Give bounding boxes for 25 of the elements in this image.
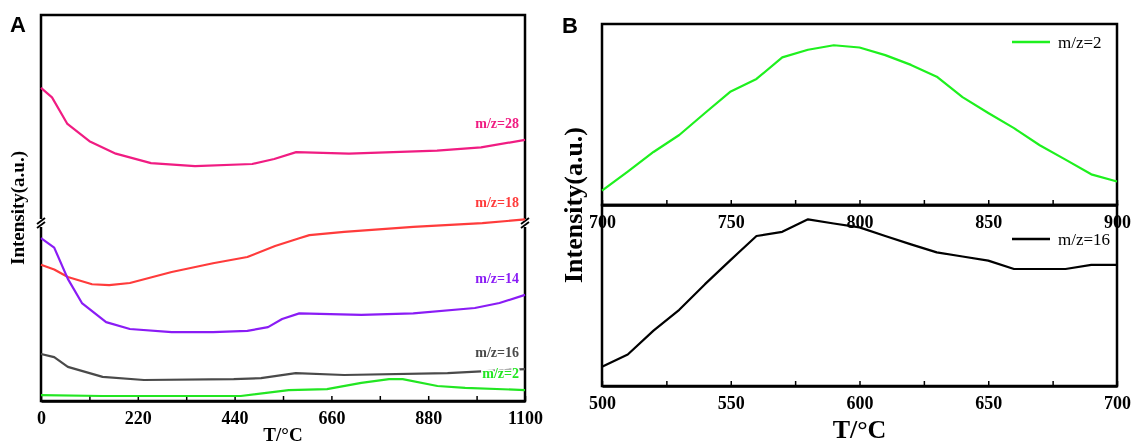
x-tick-label: 880: [415, 407, 443, 428]
x-tick-label: 550: [717, 392, 745, 413]
x-tick-label: 220: [124, 407, 152, 428]
chart-title: A: [10, 12, 26, 37]
x-tick-label: 850: [975, 211, 1003, 232]
series-label: m/z=18: [475, 195, 519, 211]
series-label: m/z=28: [475, 115, 519, 131]
y-axis-title: Intensity(a.u.): [559, 126, 588, 284]
x-tick-label: 700: [1104, 392, 1131, 413]
chart-title: B: [562, 13, 578, 38]
x-tick-label: 500: [589, 392, 616, 413]
series-label: m/z=14: [475, 270, 519, 286]
x-axis-title: T/°C: [263, 424, 303, 443]
series-label: m/z=16: [475, 345, 519, 361]
x-tick-label: 440: [221, 407, 249, 428]
x-tick-label: 600: [846, 392, 874, 413]
x-tick-label: 750: [717, 211, 745, 232]
x-tick-label: 0: [37, 407, 46, 428]
x-tick-label: 1100: [507, 407, 544, 428]
x-tick-label: 660: [318, 407, 346, 428]
x-axis-title: T/°C: [832, 415, 887, 443]
y-axis-title: Intensity(a.u.): [7, 150, 29, 266]
legend-label: m/z=2: [1058, 33, 1102, 52]
legend-label: m/z=16: [1058, 230, 1111, 249]
x-tick-label: 650: [975, 392, 1003, 413]
